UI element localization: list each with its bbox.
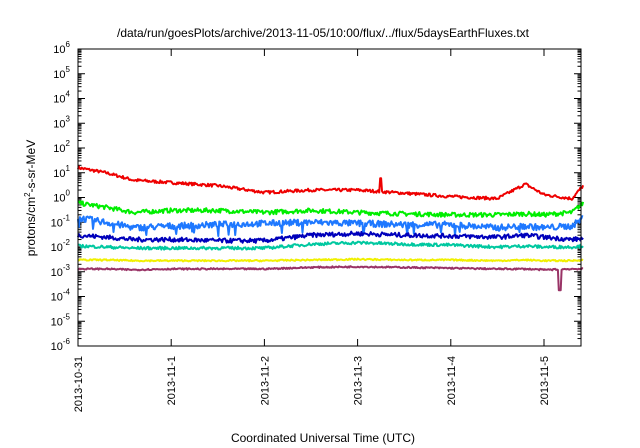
y-tick-base: 10 <box>51 267 63 279</box>
y-axis-ticks: 10-610-510-410-310-210-11001011021031041… <box>51 40 581 353</box>
y-tick-base: 10 <box>53 44 65 56</box>
y-tick-label: 103 <box>53 114 70 130</box>
y-tick-base: 10 <box>53 69 65 81</box>
y-tick-exp: -4 <box>63 288 71 297</box>
y-tick-base: 10 <box>51 217 63 229</box>
y-tick-base: 10 <box>53 193 65 205</box>
y-tick-base: 10 <box>53 94 65 106</box>
flux-series-line <box>77 215 584 237</box>
y-tick-base: 10 <box>51 341 63 353</box>
data-series <box>77 165 585 292</box>
y-tick-exp: 5 <box>66 65 71 74</box>
y-axis-label-rest: -s-sr-MeV <box>24 140 38 193</box>
x-axis-label: Coordinated Universal Time (UTC) <box>231 431 415 445</box>
y-tick-exp: -2 <box>63 238 71 247</box>
y-tick-label: 10-4 <box>51 288 71 304</box>
y-axis-label: protons/cm2-s-sr-MeV <box>23 140 38 256</box>
y-tick-label: 10-2 <box>51 238 71 254</box>
x-tick-label: 2013-10-31 <box>73 356 85 412</box>
x-tick-label: 2013-11-4 <box>446 356 458 405</box>
y-tick-label: 102 <box>53 139 70 155</box>
x-tick-label: 2013-11-1 <box>166 356 178 405</box>
flux-series-line <box>77 230 584 244</box>
y-tick-base: 10 <box>53 143 65 155</box>
y-tick-label: 10-1 <box>51 213 71 229</box>
x-tick-label: 2013-11-2 <box>259 356 271 405</box>
y-tick-base: 10 <box>51 292 63 304</box>
y-axis-label-sup: 2 <box>23 192 32 197</box>
y-tick-base: 10 <box>53 118 65 130</box>
y-tick-label: 10-5 <box>51 312 71 328</box>
chart-title: /data/run/goesPlots/archive/2013-11-05/1… <box>117 26 530 40</box>
y-tick-exp: 3 <box>66 114 71 123</box>
y-tick-exp: 4 <box>66 90 71 99</box>
y-tick-label: 10-3 <box>51 263 71 279</box>
flux-series-line <box>77 165 585 201</box>
y-axis-label-base: protons/cm <box>24 197 38 256</box>
y-tick-label: 101 <box>53 164 70 180</box>
y-tick-exp: 2 <box>66 139 71 148</box>
flux-series-line <box>77 240 584 251</box>
y-tick-base: 10 <box>53 168 65 180</box>
y-tick-label: 104 <box>53 90 70 106</box>
x-tick-label: 2013-11-5 <box>539 356 551 405</box>
y-tick-label: 10-6 <box>51 337 71 353</box>
y-tick-exp: 0 <box>66 189 71 198</box>
y-tick-exp: 1 <box>66 164 71 173</box>
y-tick-label: 100 <box>53 189 70 205</box>
flux-series-line <box>77 265 584 292</box>
y-tick-exp: -5 <box>63 312 71 321</box>
y-tick-base: 10 <box>51 242 63 254</box>
x-tick-label: 2013-11-3 <box>353 356 365 405</box>
flux-series-line <box>77 257 584 263</box>
y-tick-exp: -6 <box>63 337 71 346</box>
plot-frame <box>77 48 582 347</box>
flux-series-line <box>77 200 585 218</box>
y-tick-exp: 6 <box>66 40 71 49</box>
y-tick-base: 10 <box>51 316 63 328</box>
y-tick-exp: -3 <box>63 263 71 272</box>
y-tick-exp: -1 <box>63 213 71 222</box>
y-tick-label: 105 <box>53 65 70 81</box>
y-tick-label: 106 <box>53 40 70 56</box>
